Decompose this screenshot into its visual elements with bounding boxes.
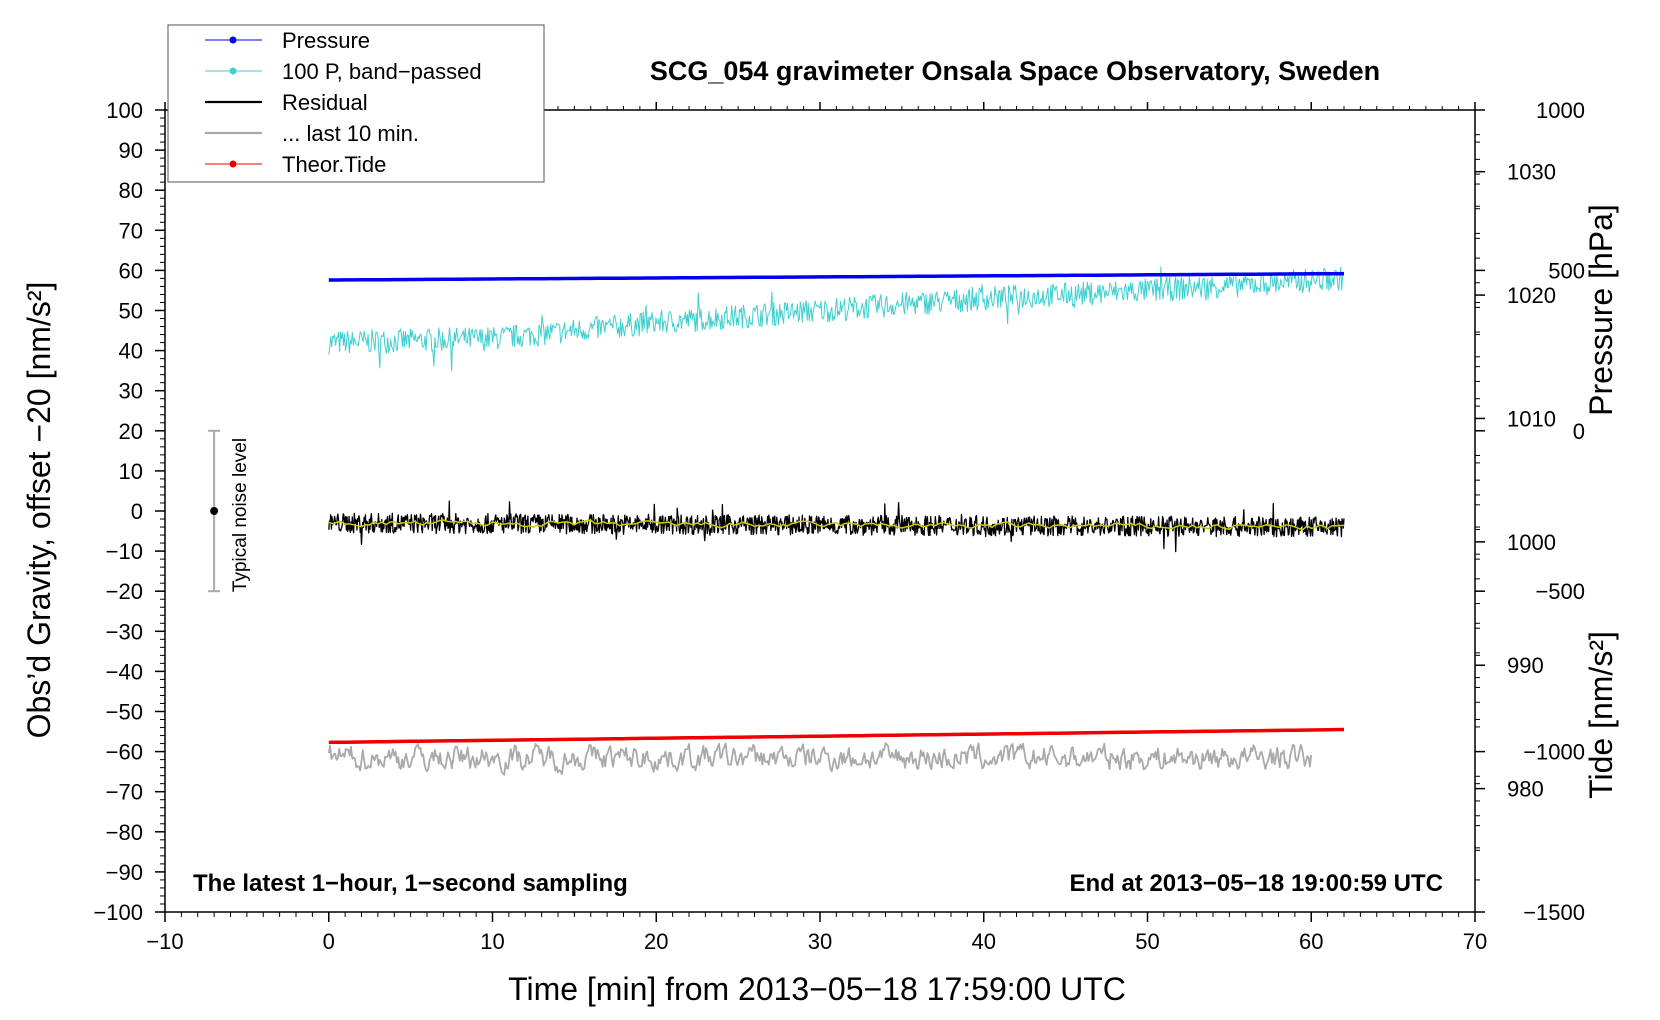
x-tick-label: 40 — [972, 929, 996, 954]
y-tick-label: 10 — [119, 459, 143, 484]
tide-tick-label: 0 — [1573, 419, 1585, 444]
pressure-tick-label: 980 — [1507, 777, 1544, 802]
legend-marker — [229, 160, 237, 168]
legend: Pressure 100 P, band−passed Residual ... la… — [167, 24, 545, 183]
legend-label: Theor.Tide — [282, 152, 386, 177]
legend-label: 100 P, band−passed — [282, 59, 482, 84]
pressure-tick-label: 1020 — [1507, 283, 1556, 308]
noise-level-label: Typical noise level — [230, 438, 251, 592]
noise-level-indicator — [208, 429, 221, 593]
y-tick-label: 0 — [131, 499, 143, 524]
y-tick-label: −20 — [106, 579, 143, 604]
y-tick-label: 60 — [119, 258, 143, 283]
y-tick-label: −80 — [106, 820, 143, 845]
tide-tick-label: −1000 — [1523, 740, 1585, 765]
y-tick-label: −10 — [106, 539, 143, 564]
series-band-passed — [328, 266, 1345, 372]
x-tick-label: 0 — [323, 929, 335, 954]
y-tick-label: −40 — [106, 659, 143, 684]
y-tick-label: −50 — [106, 700, 143, 725]
series-last-10-min — [327, 742, 1313, 776]
y-tick-label: 40 — [119, 339, 143, 364]
y-tick-label: −90 — [106, 860, 143, 885]
y-tick-label: 20 — [119, 419, 143, 444]
tide-tick-label: −500 — [1535, 579, 1585, 604]
y-tick-label: 80 — [119, 178, 143, 203]
sampling-annotation: The latest 1−hour, 1−second sampling — [193, 870, 628, 897]
x-axis-label: Time [min] from 2013−05−18 17:59:00 UTC — [508, 971, 1126, 1007]
y-axis-right-tide: −1500 −1000 −500 0 500 1000 — [1475, 98, 1585, 925]
y-tick-label: 50 — [119, 299, 143, 324]
x-tick-label: 10 — [480, 929, 504, 954]
plot-frame — [164, 109, 1476, 913]
pressure-tick-label: 1000 — [1507, 530, 1556, 555]
y-tick-label: 30 — [119, 379, 143, 404]
legend-label: ... last 10 min. — [282, 121, 419, 146]
series-layer — [327, 266, 1345, 776]
pressure-tick-label: 990 — [1507, 653, 1544, 678]
series-pressure — [328, 271, 1345, 282]
y-tick-label: 90 — [119, 138, 143, 163]
series-theor-tide — [328, 727, 1345, 745]
y-axis-left: 1009080706050403020100−10−20−30−40−50−60… — [93, 98, 165, 925]
y-tick-label: −60 — [106, 740, 143, 765]
chart-title: SCG_054 gravimeter Onsala Space Observat… — [650, 56, 1380, 86]
noise-bar-center-dot — [210, 507, 219, 515]
x-tick-label: 30 — [808, 929, 832, 954]
pressure-axis-label: Pressure [hPa] — [1583, 204, 1619, 416]
tide-axis-label: Tide [nm/s²] — [1583, 631, 1619, 799]
x-axis: −10 0 10 20 30 40 50 60 70 — [146, 102, 1487, 954]
end-time-annotation: End at 2013−05−18 19:00:59 UTC — [1069, 870, 1443, 897]
tide-tick-label: 1000 — [1536, 98, 1585, 123]
series-residual — [328, 500, 1345, 553]
y-tick-label: 70 — [119, 218, 143, 243]
x-tick-label: 50 — [1135, 929, 1159, 954]
legend-label: Pressure — [282, 28, 370, 53]
y-tick-label: −30 — [106, 619, 143, 644]
axes-frame — [164, 109, 1476, 913]
y-tick-label: −70 — [106, 780, 143, 805]
x-tick-label: 20 — [644, 929, 668, 954]
legend-label: Residual — [282, 90, 368, 115]
y-axis-label: Obs’d Gravity, offset −20 [nm/s²] — [21, 282, 57, 739]
y-tick-label: −100 — [93, 900, 143, 925]
pressure-tick-label: 1030 — [1507, 160, 1556, 185]
legend-box — [167, 24, 545, 183]
x-tick-label: 60 — [1299, 929, 1323, 954]
x-tick-label: 70 — [1463, 929, 1487, 954]
pressure-tick-label: 1010 — [1507, 406, 1556, 431]
series-residual-smoothed — [328, 519, 1345, 531]
legend-marker — [229, 67, 237, 75]
y-tick-label: 100 — [106, 98, 143, 123]
y-axis-right-pressure: 980 990 1000 1010 1020 1030 — [1475, 109, 1556, 851]
tide-tick-label: 500 — [1548, 258, 1585, 283]
x-tick-label: −10 — [146, 929, 183, 954]
legend-marker — [229, 36, 237, 44]
tide-tick-label: −1500 — [1523, 900, 1585, 925]
